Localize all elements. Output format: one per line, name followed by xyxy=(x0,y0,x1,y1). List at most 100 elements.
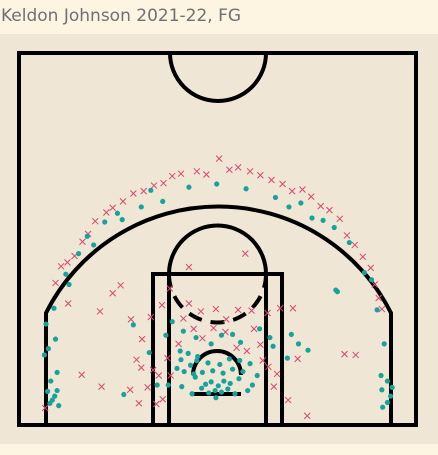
made-shot-mark xyxy=(47,400,53,406)
missed-shot-mark xyxy=(367,264,375,272)
made-shot-mark xyxy=(270,343,276,349)
made-shot-mark xyxy=(102,219,108,225)
made-shot-mark xyxy=(320,217,326,223)
made-shot-mark xyxy=(309,215,315,221)
missed-shot-mark xyxy=(257,341,264,349)
made-shot-mark xyxy=(346,239,352,246)
missed-shot-mark xyxy=(226,166,233,174)
missed-shot-mark xyxy=(352,351,360,359)
missed-shot-mark xyxy=(177,170,185,178)
court-lines xyxy=(17,51,418,427)
made-shot-mark xyxy=(229,366,236,372)
made-shot-mark xyxy=(298,200,304,206)
made-shot-mark xyxy=(154,382,160,388)
missed-shot-mark xyxy=(359,253,367,261)
made-shot-mark xyxy=(226,356,233,362)
made-shot-mark xyxy=(236,376,242,382)
made-shot-mark xyxy=(361,270,367,276)
made-shot-mark xyxy=(232,391,238,397)
made-shot-mark xyxy=(194,357,200,364)
missed-shot-mark xyxy=(190,325,198,333)
made-shot-mark xyxy=(272,194,279,201)
missed-shot-mark xyxy=(243,347,251,355)
made-shot-mark xyxy=(237,357,243,364)
missed-shot-mark xyxy=(343,232,351,239)
made-shot-mark xyxy=(199,385,205,391)
missed-shot-mark xyxy=(138,335,146,343)
made-shot-mark xyxy=(75,251,82,257)
missed-shot-mark xyxy=(168,172,176,180)
missed-shot-mark xyxy=(351,241,359,249)
missed-shot-mark xyxy=(289,304,297,312)
missed-shot-mark xyxy=(371,281,379,288)
missed-shot-mark xyxy=(326,206,333,214)
missed-shot-mark xyxy=(199,334,206,342)
missed-shot-mark xyxy=(264,363,272,371)
made-shot-mark xyxy=(295,341,302,347)
made-shot-mark xyxy=(247,361,253,367)
missed-shot-mark xyxy=(167,372,175,379)
missed-shot-mark xyxy=(137,364,145,371)
missed-shot-mark xyxy=(215,155,223,163)
missed-shot-mark xyxy=(52,279,59,287)
made-shot-mark xyxy=(334,289,340,295)
inner-paint-lines xyxy=(167,274,268,425)
missed-shot-mark xyxy=(222,315,230,323)
made-shot-mark xyxy=(229,331,236,337)
made-shot-mark xyxy=(379,387,385,393)
free-throw-circle-bottom xyxy=(167,273,268,325)
made-shot-mark xyxy=(256,326,263,332)
missed-shot-mark xyxy=(160,179,167,187)
missed-shot-mark xyxy=(79,238,86,246)
made-shot-mark xyxy=(384,399,391,406)
missed-shot-mark xyxy=(210,324,217,332)
free-throw-circle-top xyxy=(167,223,268,275)
made-shot-mark xyxy=(378,372,384,379)
made-shot-mark xyxy=(54,387,60,394)
missed-shot-mark xyxy=(129,190,137,197)
missed-shot-mark xyxy=(341,350,348,358)
missed-shot-mark xyxy=(153,400,160,408)
missed-shot-mark xyxy=(109,204,117,212)
missed-shot-mark xyxy=(147,313,155,321)
missed-shot-mark xyxy=(233,344,240,352)
made-shot-mark xyxy=(286,204,292,210)
missed-shot-mark xyxy=(57,262,65,270)
chart-title: Keldon Johnson 2021-22, FG xyxy=(1,6,242,26)
made-shot-mark xyxy=(174,365,180,372)
made-shot-mark xyxy=(165,382,171,388)
missed-shot-mark xyxy=(299,186,306,193)
made-shot-mark xyxy=(119,217,125,223)
made-shot-mark xyxy=(163,332,169,338)
made-shot-mark xyxy=(267,334,273,341)
made-shot-mark xyxy=(331,224,337,231)
made-shot-mark xyxy=(288,331,294,337)
missed-shot-mark xyxy=(41,404,49,412)
made-shot-mark xyxy=(284,355,290,361)
made-shot-mark xyxy=(220,370,226,376)
made-shot-mark xyxy=(195,353,201,360)
missed-shot-mark xyxy=(264,309,271,317)
missed-shot-mark xyxy=(197,308,205,315)
made-shot-mark xyxy=(245,387,251,394)
missed-shot-mark xyxy=(273,370,281,378)
made-shot-mark xyxy=(54,369,60,375)
made-shot-mark xyxy=(84,233,90,239)
made-shot-mark xyxy=(91,242,97,248)
made-shot-mark xyxy=(179,384,185,390)
made-shot-mark xyxy=(249,382,256,388)
missed-shot-mark xyxy=(117,281,124,289)
made-shot-mark xyxy=(199,369,206,375)
missed-shot-mark xyxy=(378,305,386,313)
missed-shot-mark xyxy=(127,315,135,323)
made-shot-mark xyxy=(48,378,54,384)
made-shot-mark xyxy=(305,347,311,353)
missed-shot-mark xyxy=(126,386,134,394)
missed-shots xyxy=(41,155,386,420)
made-shot-mark xyxy=(148,187,154,193)
made-shot-mark xyxy=(384,378,391,384)
missed-shot-mark xyxy=(119,198,127,205)
missed-shot-mark xyxy=(284,396,292,404)
made-shot-mark xyxy=(243,186,249,192)
made-shot-mark xyxy=(41,352,48,358)
